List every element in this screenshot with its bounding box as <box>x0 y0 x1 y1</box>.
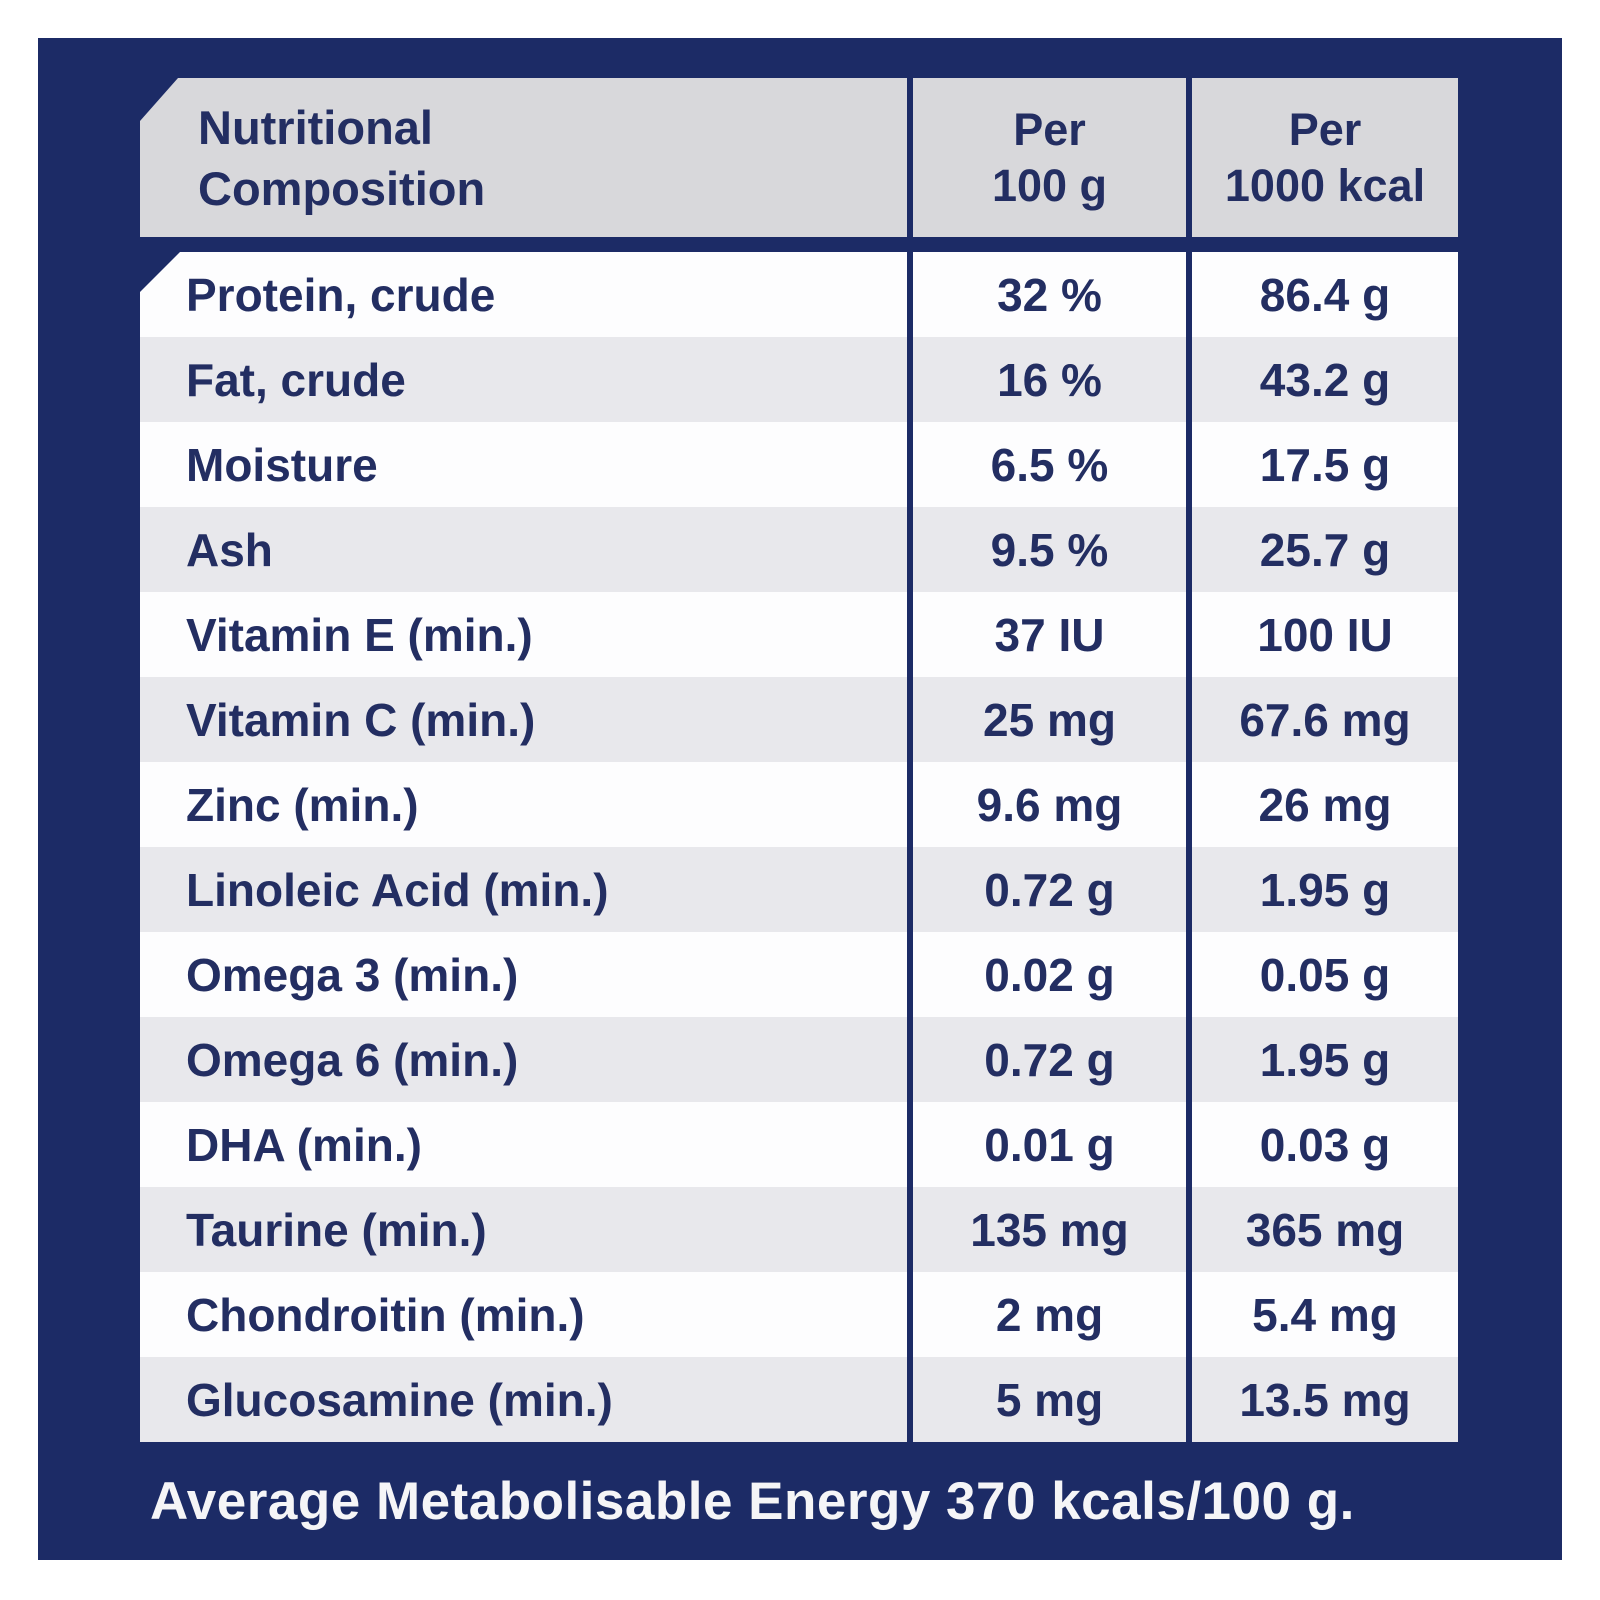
per-1000kcal-value: 100 IU <box>1192 592 1458 677</box>
label-panel: Nutritional Composition Per 100 g Per 10… <box>38 38 1562 1560</box>
nutrient-label: Chondroitin (min.) <box>140 1272 907 1357</box>
per-100g-value: 16 % <box>913 337 1186 422</box>
per-1000kcal-value: 25.7 g <box>1192 507 1458 592</box>
table-row: Taurine (min.) 135 mg 365 mg <box>140 1187 1458 1272</box>
per-1000kcal-value: 1.95 g <box>1192 1017 1458 1102</box>
table-row: Chondroitin (min.) 2 mg 5.4 mg <box>140 1272 1458 1357</box>
per-1000kcal-value: 26 mg <box>1192 762 1458 847</box>
per-100g-value: 0.02 g <box>913 932 1186 1017</box>
table-row: Glucosamine (min.) 5 mg 13.5 mg <box>140 1357 1458 1442</box>
per-100g-value: 9.6 mg <box>913 762 1186 847</box>
per-1000kcal-value: 0.03 g <box>1192 1102 1458 1187</box>
table-row: Vitamin E (min.) 37 IU 100 IU <box>140 592 1458 677</box>
table-row: Linoleic Acid (min.) 0.72 g 1.95 g <box>140 847 1458 932</box>
column-header-per-1000kcal: Per 1000 kcal <box>1192 78 1458 237</box>
nutrient-label: Omega 6 (min.) <box>140 1017 907 1102</box>
per-1000kcal-value: 86.4 g <box>1192 252 1458 337</box>
table-header: Nutritional Composition Per 100 g Per 10… <box>140 78 1458 237</box>
per-1000kcal-value: 0.05 g <box>1192 932 1458 1017</box>
per-1000kcal-value: 13.5 mg <box>1192 1357 1458 1442</box>
per-100g-value: 135 mg <box>913 1187 1186 1272</box>
nutrient-label: Omega 3 (min.) <box>140 932 907 1017</box>
per-100g-value: 2 mg <box>913 1272 1186 1357</box>
per-1000kcal-value: 17.5 g <box>1192 422 1458 507</box>
nutrient-label: Vitamin C (min.) <box>140 677 907 762</box>
nutrient-label: Ash <box>140 507 907 592</box>
nutrient-label: Moisture <box>140 422 907 507</box>
nutrient-label: Linoleic Acid (min.) <box>140 847 907 932</box>
table-row: DHA (min.) 0.01 g 0.03 g <box>140 1102 1458 1187</box>
per-100g-value: 32 % <box>913 252 1186 337</box>
table-row: Omega 3 (min.) 0.02 g 0.05 g <box>140 932 1458 1017</box>
table-row: Protein, crude 32 % 86.4 g <box>140 252 1458 337</box>
table-row: Zinc (min.) 9.6 mg 26 mg <box>140 762 1458 847</box>
per-100g-value: 0.72 g <box>913 1017 1186 1102</box>
per-100g-value: 0.72 g <box>913 847 1186 932</box>
nutrient-label: DHA (min.) <box>140 1102 907 1187</box>
table-title: Nutritional Composition <box>198 100 486 215</box>
table-title-cell: Nutritional Composition <box>140 78 907 237</box>
per-100g-value: 6.5 % <box>913 422 1186 507</box>
per-100g-value: 5 mg <box>913 1357 1186 1442</box>
nutrient-label: Zinc (min.) <box>140 762 907 847</box>
table-row: Fat, crude 16 % 43.2 g <box>140 337 1458 422</box>
nutrient-label: Fat, crude <box>140 337 907 422</box>
table-row: Omega 6 (min.) 0.72 g 1.95 g <box>140 1017 1458 1102</box>
per-1000kcal-value: 43.2 g <box>1192 337 1458 422</box>
per-100g-value: 25 mg <box>913 677 1186 762</box>
table-row: Ash 9.5 % 25.7 g <box>140 507 1458 592</box>
column-header-per-100g: Per 100 g <box>913 78 1186 237</box>
nutrient-label: Protein, crude <box>140 252 907 337</box>
energy-footer: Average Metabolisable Energy 370 kcals/1… <box>150 1471 1355 1531</box>
table-row: Vitamin C (min.) 25 mg 67.6 mg <box>140 677 1458 762</box>
per-1000kcal-value: 1.95 g <box>1192 847 1458 932</box>
table-body: Protein, crude 32 % 86.4 g Fat, crude 16… <box>140 252 1458 1442</box>
per-100g-value: 0.01 g <box>913 1102 1186 1187</box>
per-1000kcal-value: 67.6 mg <box>1192 677 1458 762</box>
per-1000kcal-value: 5.4 mg <box>1192 1272 1458 1357</box>
nutrient-label: Taurine (min.) <box>140 1187 907 1272</box>
nutrient-label: Vitamin E (min.) <box>140 592 907 677</box>
per-1000kcal-value: 365 mg <box>1192 1187 1458 1272</box>
per-100g-value: 37 IU <box>913 592 1186 677</box>
per-100g-value: 9.5 % <box>913 507 1186 592</box>
nutrient-label: Glucosamine (min.) <box>140 1357 907 1442</box>
table-row: Moisture 6.5 % 17.5 g <box>140 422 1458 507</box>
